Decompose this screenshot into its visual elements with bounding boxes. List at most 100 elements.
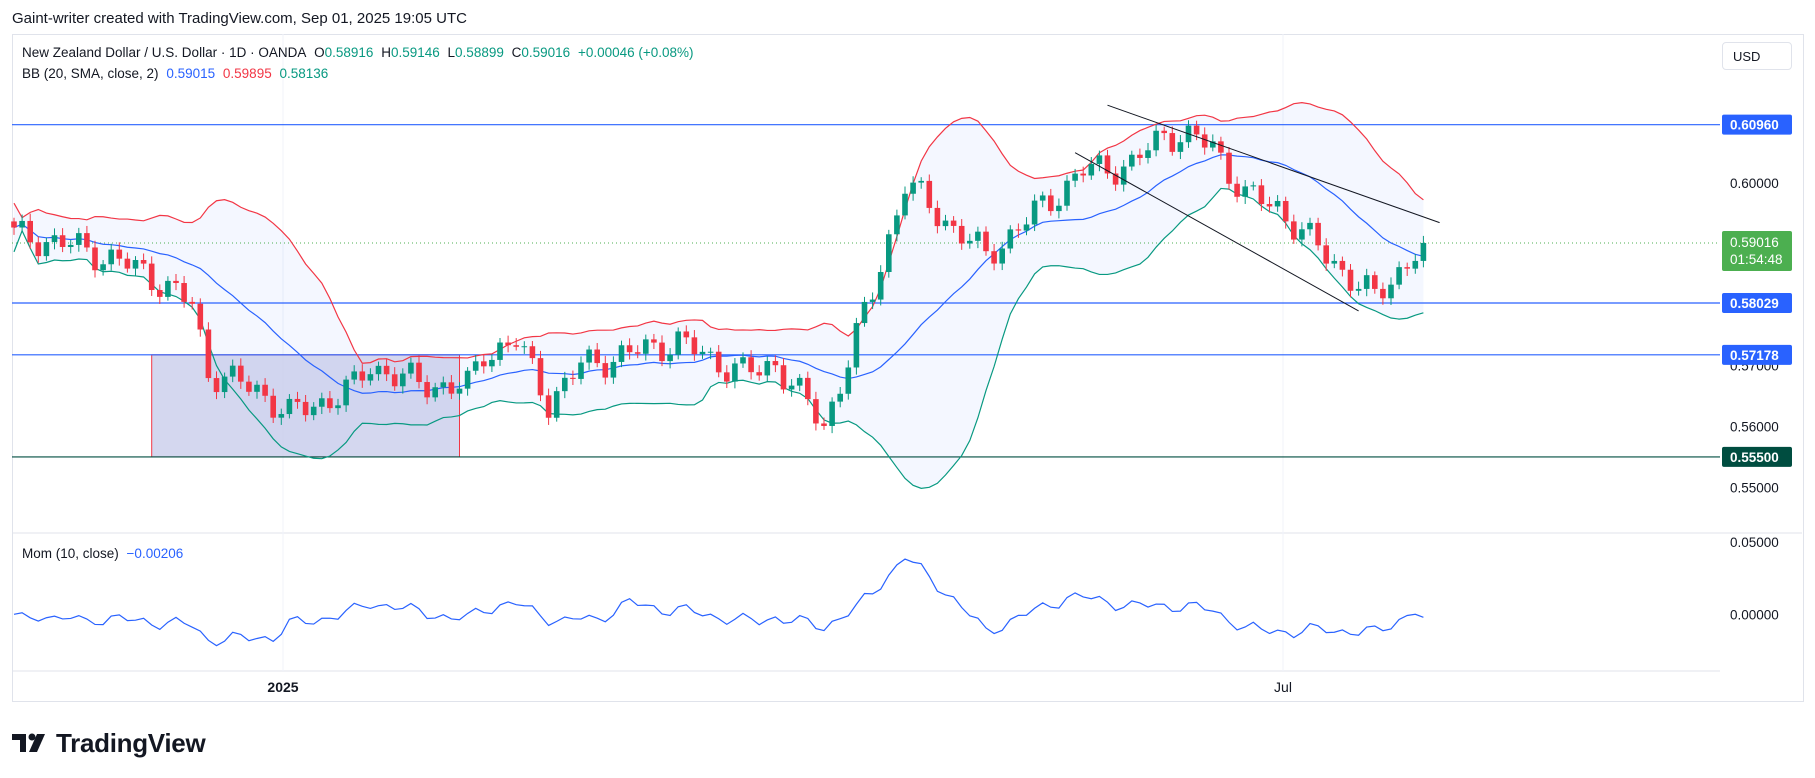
channel-upper-trendline[interactable] [1107, 104, 1440, 224]
candle-body [416, 362, 422, 383]
tradingview-logo: TradingView [12, 726, 206, 760]
candle-body [1282, 200, 1289, 222]
candle-body [213, 378, 220, 393]
candle-body [942, 220, 949, 227]
chart-credit: Gaint-writer created with TradingView.co… [12, 10, 467, 27]
level-price-tag[interactable] [1722, 344, 1792, 365]
level-price-tag[interactable] [1722, 446, 1792, 467]
chart-frame[interactable] [12, 34, 1804, 702]
candle-body [132, 260, 139, 269]
level-price-tag-text: 0.57178 [1730, 348, 1779, 363]
symbol-title: New Zealand Dollar / U.S. Dollar · 1D · … [22, 45, 307, 60]
bb-upper-value: 0.59895 [222, 66, 272, 81]
candle-body [173, 280, 179, 284]
currency-selector[interactable]: USD [1722, 42, 1792, 70]
bb-upper-line [13, 102, 1424, 364]
time-axis-label: 2025 [267, 679, 298, 695]
candle-body [594, 349, 600, 364]
candle-body [383, 365, 390, 375]
bb-lower-line [13, 187, 1424, 489]
candle-body [1064, 180, 1070, 206]
candle-body [1258, 185, 1265, 205]
candle-body [699, 351, 706, 355]
candle-body [975, 231, 981, 241]
high-value: 0.59146 [390, 45, 440, 60]
candle-body [238, 365, 244, 382]
level-price-tag[interactable] [1722, 114, 1792, 135]
candle-body [1088, 163, 1095, 176]
level-price-tag-text: 0.55500 [1730, 450, 1779, 465]
candle-body [764, 361, 771, 376]
candle-body [918, 180, 924, 183]
level-price-tag[interactable] [1722, 293, 1792, 314]
candle-body [1307, 222, 1313, 230]
candle-body [497, 342, 503, 360]
candle-body [537, 358, 544, 396]
candle-body [278, 414, 285, 418]
mom-axis-tick: 0.00000 [1730, 607, 1779, 622]
candle-body [1015, 229, 1022, 231]
candle-body [902, 193, 908, 216]
candle-body [602, 363, 609, 378]
candle-body [76, 233, 82, 245]
candle-body [1048, 195, 1054, 212]
candle-body [464, 370, 471, 389]
candle-body [796, 377, 803, 386]
candle-body [1080, 173, 1086, 176]
candle-body [286, 398, 293, 415]
candle-body [335, 405, 341, 409]
candle-body [1331, 260, 1338, 264]
candle-body [853, 323, 860, 368]
candle-body [861, 301, 868, 324]
candle-body [124, 258, 131, 269]
candle-body [302, 401, 309, 416]
candle-body [408, 362, 414, 374]
candle-body [51, 235, 58, 243]
candle-body [553, 391, 560, 418]
candle-body [1396, 267, 1402, 285]
last-price-tag-value: 0.59016 [1730, 235, 1779, 250]
candle-body [367, 374, 374, 381]
candle-body [570, 377, 576, 379]
candle-body [521, 346, 528, 348]
candle-body [715, 351, 722, 373]
candle-body [189, 301, 195, 304]
candle-body [246, 381, 252, 392]
candle-body [1031, 200, 1038, 225]
time-axis-label: Jul [1274, 679, 1292, 695]
candle-body [634, 352, 641, 354]
price-axis-tick: 0.60000 [1730, 176, 1779, 191]
candle-body [788, 385, 795, 390]
price-axis-tick: 0.56000 [1730, 420, 1779, 435]
candle-body [1242, 186, 1248, 197]
candle-body [343, 379, 349, 406]
candle-body [562, 377, 568, 392]
candle-body [958, 225, 965, 244]
candle-body [1201, 134, 1208, 148]
candle-body [529, 346, 536, 359]
candle-body [472, 361, 479, 371]
candle-body [181, 283, 187, 302]
candle-body [845, 367, 852, 394]
bar-countdown: 01:54:48 [1730, 252, 1783, 267]
candle-body [92, 247, 98, 271]
candle-body [805, 377, 811, 400]
channel-lower-trendline[interactable] [1074, 152, 1359, 312]
candle-body [1420, 242, 1427, 261]
candle-body [1056, 205, 1062, 212]
candle-body [59, 235, 66, 247]
open-label: O [314, 45, 325, 60]
candle-body [1161, 130, 1167, 134]
candle-body [148, 263, 155, 291]
open-value: 0.58916 [324, 45, 374, 60]
candle-body [1291, 221, 1297, 240]
candle-body [432, 387, 438, 398]
candle-body [626, 345, 633, 353]
candle-body [505, 342, 511, 346]
candle-body [740, 357, 746, 364]
candle-body [724, 372, 730, 382]
tradingview-logo-icon [12, 733, 45, 752]
ohlc-legend: New Zealand Dollar / U.S. Dollar · 1D · … [22, 45, 698, 60]
candle-body [221, 376, 228, 393]
